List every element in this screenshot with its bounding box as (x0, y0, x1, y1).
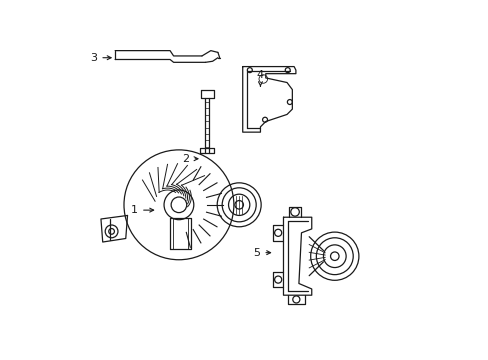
Text: 4: 4 (256, 71, 264, 86)
Text: 5: 5 (253, 248, 270, 258)
Text: 2: 2 (182, 154, 198, 164)
Text: 3: 3 (90, 53, 111, 63)
Text: 1: 1 (131, 205, 153, 215)
